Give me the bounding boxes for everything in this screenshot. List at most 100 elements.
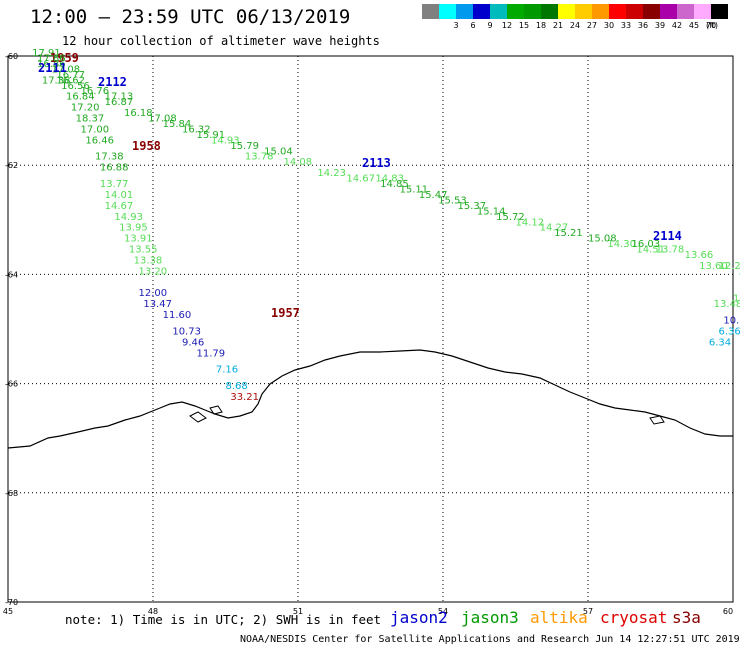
swh-value: 16.77 [56, 70, 85, 81]
swh-value: 18.37 [76, 114, 105, 125]
pass-label: 2114 [653, 229, 682, 243]
swh-value: 13.60 [699, 261, 728, 272]
swh-value: 14.67 [346, 174, 375, 185]
swh-value: 13.66 [685, 250, 714, 261]
lon-tick-label: 45 [3, 607, 13, 616]
colorbar-swatch [626, 4, 643, 19]
swh-value: 10.73 [172, 326, 201, 337]
swh-value: 16.88 [100, 163, 129, 174]
colorbar-label: 42 [671, 21, 683, 30]
satellite-name: altika [530, 608, 588, 627]
swh-value: 17.13 [105, 92, 134, 103]
swh-value: 14.77 [733, 294, 740, 305]
colorbar-swatch [575, 4, 592, 19]
swh-value: 7.16 [216, 365, 238, 376]
satellite-name: cryosat [600, 608, 668, 627]
swh-value: 14.08 [284, 157, 313, 168]
swh-value: 15.21 [554, 228, 583, 239]
swh-value: 16.84 [66, 92, 95, 103]
swh-value: 13.20 [139, 266, 168, 277]
swh-value: 16.18 [124, 108, 153, 119]
colorbar-swatch [439, 4, 456, 19]
pass-label: 2112 [98, 75, 127, 89]
swh-value: 15.37 [458, 201, 487, 212]
colorbar-label: 12 [501, 21, 513, 30]
colorbar-swatch [711, 4, 728, 19]
swh-value: 6.36 [719, 326, 740, 337]
swh-value: 15.47 [419, 190, 448, 201]
credit-line: NOAA/NESDIS Center for Satellite Applica… [240, 634, 740, 645]
swh-value: 14.23 [317, 168, 346, 179]
colorbar-label: 9 [487, 21, 493, 30]
colorbar-swatch [677, 4, 694, 19]
swh-value: 14.12 [516, 217, 545, 228]
colorbar-units: (ft) [706, 21, 719, 30]
swh-value: 13.47 [143, 299, 172, 310]
swh-value: 6.34 [709, 337, 731, 348]
swh-value: 14.93 [211, 135, 240, 146]
swh-value: 16.46 [85, 135, 114, 146]
colorbar-label: 27 [586, 21, 598, 30]
swh-value: 14.30 [607, 239, 636, 250]
pass-label: 2113 [362, 156, 391, 170]
swh-value: 17.08 [52, 64, 81, 75]
swh-value: 16.87 [105, 97, 134, 108]
swh-value: 16.03 [632, 239, 661, 250]
pass-label: 1957 [271, 306, 300, 320]
colorbar-swatch [473, 4, 490, 19]
swh-value: 11.60 [163, 310, 192, 321]
swh-value: 16.56 [61, 81, 90, 92]
colorbar-swatch [609, 4, 626, 19]
swh-value: 15.72 [496, 212, 525, 223]
swh-value: 16.76 [81, 86, 110, 97]
colorbar-swatch [643, 4, 660, 19]
swh-value: 17.38 [42, 75, 71, 86]
coastline-islands [189, 405, 665, 425]
colorbar-label: 3 [453, 21, 459, 30]
satellite-name: jason3 [461, 608, 519, 627]
lat-tick-label: -60 [5, 52, 18, 61]
swh-value: 14.01 [105, 190, 134, 201]
swh-value: 15.84 [163, 119, 192, 130]
swh-value: 14.51 [636, 245, 665, 256]
pass-label: 1958 [132, 139, 161, 153]
swh-value: 17.08 [148, 114, 177, 125]
map-title: 12:00 — 23:59 UTC 06/13/2019 [30, 6, 351, 28]
lat-tick-label: -68 [5, 489, 18, 498]
swh-value: 14.83 [375, 174, 404, 185]
colorbar-swatch [524, 4, 541, 19]
satellite-name: jason2 [390, 608, 448, 627]
colorbar-label: 36 [637, 21, 649, 30]
axis-labels: 45 48 51 54 57 60 -60 -62 -64 -66 -68 -70 [3, 52, 733, 616]
colorbar-swatch [660, 4, 677, 19]
swh-value: 9.46 [182, 337, 204, 348]
map-subtitle: 12 hour collection of altimeter wave hei… [62, 34, 380, 48]
lat-lon-grid [8, 56, 733, 602]
swh-value: 17.86 [37, 53, 66, 64]
swh-value: 15.53 [438, 195, 467, 206]
altimeter-tracks: 17.9116.8617.0816.6216.5616.8417.2018.37… [32, 48, 740, 403]
pass-label: 1959 [50, 51, 79, 65]
colorbar-swatch [694, 4, 711, 19]
swh-value: 10.83 [723, 316, 740, 327]
swh-value: 13.32 [738, 266, 740, 277]
colorbar-label: 33 [620, 21, 632, 30]
swh-value: 11.79 [197, 348, 226, 359]
satellite-name: s3a [672, 608, 701, 627]
swh-value: 8.68 [226, 381, 248, 392]
swh-value: 15.79 [230, 141, 259, 152]
swh-value: 15.08 [588, 234, 617, 245]
swh-value: 17.00 [81, 124, 110, 135]
lon-tick-label: 57 [583, 607, 593, 616]
swh-value: 13.78 [656, 245, 685, 256]
swh-value: 14.85 [380, 179, 409, 190]
lat-tick-label: -66 [5, 380, 18, 389]
swh-value: 13.77 [100, 179, 129, 190]
pass-label: 2111 [38, 61, 67, 75]
colorbar-label: 45 [688, 21, 700, 30]
colorbar-label: 15 [518, 21, 530, 30]
colorbar-label: 39 [654, 21, 666, 30]
swh-value: 17.91 [32, 48, 61, 59]
lat-tick-label: -64 [5, 270, 18, 279]
